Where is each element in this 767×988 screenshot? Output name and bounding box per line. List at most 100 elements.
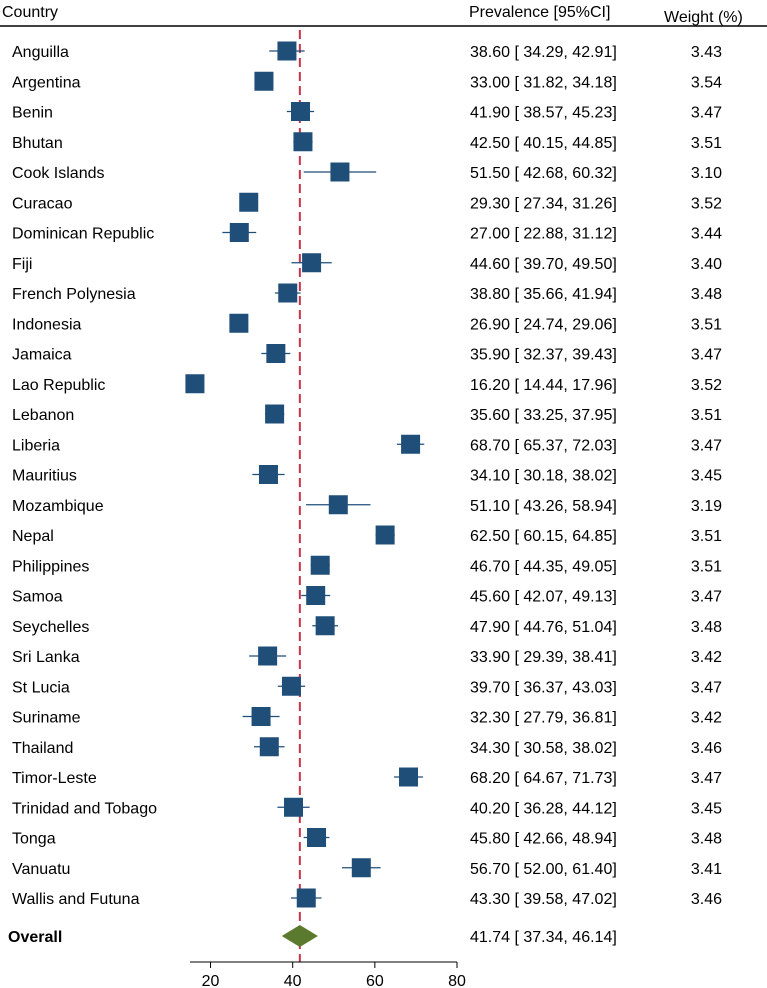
weight-value: 3.51 [691,558,722,575]
ci-value: 26.90 [ 24.74, 29.06] [470,316,617,333]
country-label: Dominican Republic [12,226,154,243]
ci-value: 29.30 [ 27.34, 31.26] [470,195,617,212]
estimate-marker [265,404,285,424]
estimate-marker [401,434,421,454]
row-jamaica: Jamaica 35.90 [ 32.37, 39.43] 3.47 [12,344,722,364]
row-indonesia: Indonesia 26.90 [ 24.74, 29.06] 3.51 [12,313,722,333]
weight-value: 3.52 [691,377,722,394]
estimate-marker [266,344,286,363]
header-country: Country [2,4,58,21]
estimate-marker [306,586,326,605]
estimate-marker [254,71,274,91]
weight-value: 3.45 [691,800,722,817]
country-label: Bhutan [12,135,63,152]
country-label: Mauritius [12,468,77,485]
row-wallis-and-futuna: Wallis and Futuna 43.30 [ 39.58, 47.02] 3.… [12,888,722,908]
country-label: Vanuatu [12,861,70,878]
estimate-marker [296,888,316,908]
country-label: Mozambique [12,498,104,515]
ci-value: 45.60 [ 42.07, 49.13] [470,589,617,606]
x-tick-label: 60 [366,973,384,988]
country-label: Lao Republic [12,377,105,394]
overall-ci-value: 41.74 [ 37.34, 46.14] [470,929,617,946]
overall-layer: Overall 41.74 [ 37.34, 46.14] [8,925,617,947]
row-tonga: Tonga 45.80 [ 42.66, 48.94] 3.48 [12,828,722,848]
weight-value: 3.48 [691,286,722,303]
weight-value: 3.47 [691,347,722,364]
weight-value: 3.51 [691,528,722,545]
rows-layer: Anguilla 38.60 [ 34.29, 42.91] 3.43 Argenti… [12,41,722,908]
estimate-marker [310,555,330,575]
country-label: Benin [12,105,53,122]
ci-value: 42.50 [ 40.15, 44.85] [470,135,617,152]
row-mozambique: Mozambique 51.10 [ 43.26, 58.94] 3.19 [12,495,722,515]
country-label: Nepal [12,528,54,545]
ci-value: 46.70 [ 44.35, 49.05] [470,558,617,575]
row-curacao: Curacao 29.30 [ 27.34, 31.26] 3.52 [12,192,722,212]
ci-value: 34.30 [ 30.58, 38.02] [470,740,617,757]
estimate-marker [185,374,205,394]
row-philippines: Philippines 46.70 [ 44.35, 49.05] 3.51 [12,555,722,575]
estimate-marker [375,525,395,545]
ci-value: 39.70 [ 36.37, 43.03] [470,679,617,696]
row-lebanon: Lebanon 35.60 [ 33.25, 37.95] 3.51 [12,404,722,424]
weight-value: 3.47 [691,679,722,696]
weight-value: 3.52 [691,195,722,212]
row-samoa: Samoa 45.60 [ 42.07, 49.13] 3.47 [12,586,722,606]
weight-value: 3.47 [691,770,722,787]
weight-value: 3.44 [691,226,722,243]
ci-value: 16.20 [ 14.44, 17.96] [470,377,617,394]
ci-value: 47.90 [ 44.76, 51.04] [470,619,617,636]
estimate-marker [328,495,348,515]
weight-value: 3.54 [691,74,722,91]
weight-value: 3.40 [691,256,722,273]
estimate-marker [307,828,327,847]
weight-value: 3.42 [691,649,722,666]
weight-value: 3.51 [691,135,722,152]
weight-value: 3.42 [691,710,722,727]
row-mauritius: Mauritius 34.10 [ 30.18, 38.02] 3.45 [12,465,722,485]
country-label: Suriname [12,710,81,727]
country-label: Fiji [12,256,32,273]
country-label: St Lucia [12,679,70,696]
x-tick-label: 40 [284,973,302,988]
weight-value: 3.47 [691,589,722,606]
weight-value: 3.47 [691,105,722,122]
country-label: Wallis and Futuna [12,891,140,908]
ci-value: 45.80 [ 42.66, 48.94] [470,831,617,848]
row-nepal: Nepal 62.50 [ 60.15, 64.85] 3.51 [12,525,722,545]
ci-value: 33.00 [ 31.82, 34.18] [470,74,617,91]
estimate-marker [258,465,278,484]
weight-value: 3.10 [691,165,722,182]
ci-value: 51.50 [ 42.68, 60.32] [470,165,617,182]
weight-value: 3.46 [691,891,722,908]
row-seychelles: Seychelles 47.90 [ 44.76, 51.04] 3.48 [12,616,722,636]
country-label: Cook Islands [12,165,105,182]
x-axis: 20 40 60 80 [190,961,466,988]
row-anguilla: Anguilla 38.60 [ 34.29, 42.91] 3.43 [12,41,722,61]
estimate-marker [229,313,249,333]
estimate-marker [239,192,259,212]
country-label: Anguilla [12,44,69,61]
header-prevalence: Prevalence [95%CI] [469,4,610,21]
x-tick-label: 20 [202,973,220,988]
ci-value: 44.60 [ 39.70, 49.50] [470,256,617,273]
row-liberia: Liberia 68.70 [ 65.37, 72.03] 3.47 [12,434,722,454]
ci-value: 40.20 [ 36.28, 44.12] [470,800,617,817]
header-weight: Weight (%) [664,9,743,26]
estimate-marker [281,676,301,696]
estimate-marker [259,737,279,757]
row-suriname: Suriname 32.30 [ 27.79, 36.81] 3.42 [12,707,722,727]
estimate-marker [277,41,297,61]
estimate-marker [399,767,419,787]
estimate-marker [293,132,313,152]
row-thailand: Thailand 34.30 [ 30.58, 38.02] 3.46 [12,737,722,757]
row-st-lucia: St Lucia 39.70 [ 36.37, 43.03] 3.47 [12,676,722,696]
estimate-marker [315,616,335,636]
estimate-marker [278,283,298,303]
country-label: Lebanon [12,407,74,424]
country-label: Thailand [12,740,73,757]
country-label: Trinidad and Tobago [12,800,157,817]
ci-value: 33.90 [ 29.39, 38.41] [470,649,617,666]
